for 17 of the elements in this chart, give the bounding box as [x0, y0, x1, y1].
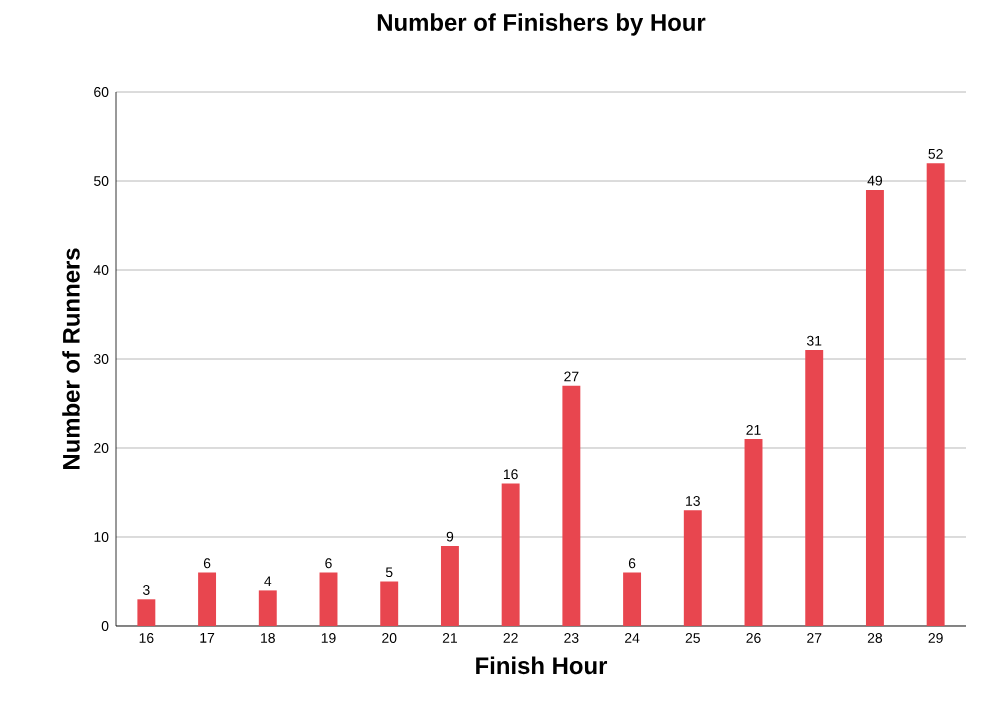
bar — [926, 163, 945, 626]
bar — [623, 572, 642, 626]
bar — [440, 545, 459, 626]
bar — [744, 439, 763, 626]
bar — [805, 350, 824, 626]
chart-title: Number of Finishers by Hour — [377, 13, 706, 36]
bar — [380, 581, 399, 626]
bar — [198, 572, 217, 626]
bar — [865, 189, 884, 626]
y-axis-title: Number of Runners — [62, 248, 80, 469]
bar — [562, 385, 581, 626]
bar — [258, 590, 277, 626]
bar — [683, 510, 702, 626]
x-axis-title: Finish Hour — [476, 656, 608, 675]
bar — [137, 599, 156, 626]
bar — [319, 572, 338, 626]
bar — [501, 483, 520, 626]
